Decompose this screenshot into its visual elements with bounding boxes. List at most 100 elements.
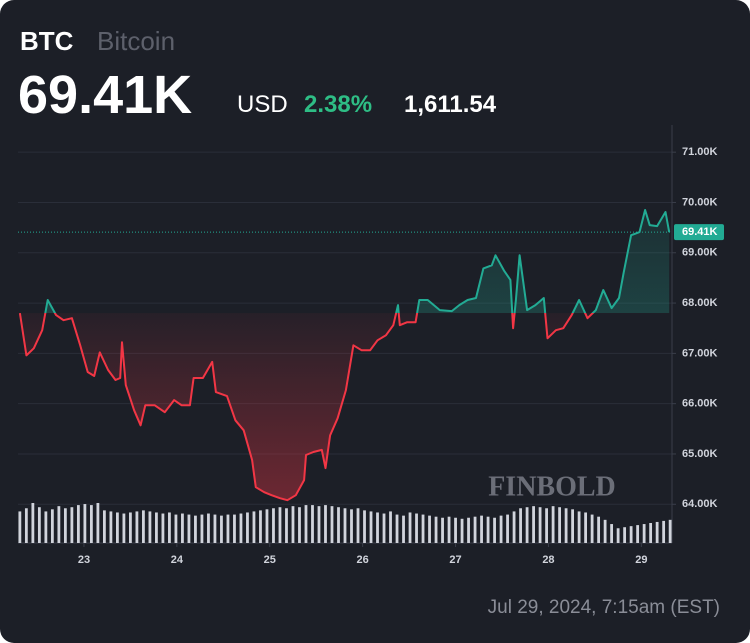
volume-bar — [83, 504, 87, 543]
volume-bar — [434, 516, 438, 543]
volume-bar — [343, 508, 347, 543]
volume-bar — [519, 508, 522, 543]
volume-bar — [389, 511, 392, 543]
volume-bar — [63, 508, 67, 543]
volume-bar — [181, 513, 184, 543]
volume-bar — [337, 507, 340, 543]
x-tick-label: 25 — [264, 554, 276, 566]
volume-bar — [668, 519, 672, 543]
change: 1,611.54 — [404, 91, 497, 118]
volume-bar — [473, 516, 477, 543]
x-tick-label: 27 — [449, 554, 461, 566]
volume-bar — [200, 514, 204, 543]
x-tick-label: 28 — [542, 554, 554, 566]
volume-bar — [272, 508, 275, 543]
volume-bar — [317, 506, 321, 543]
asset-name: Bitcoin — [97, 26, 176, 56]
volume-bar — [441, 517, 444, 543]
volume-bar — [538, 507, 542, 543]
y-tick-label: 68.00K — [682, 297, 718, 309]
volume-bar — [76, 505, 80, 543]
volume-bar — [603, 519, 607, 543]
volume-bar — [597, 516, 601, 543]
volume-bar — [57, 506, 61, 543]
volume-bar — [246, 512, 249, 543]
volume-bar — [304, 505, 308, 543]
volume-bar — [44, 511, 48, 543]
symbol: BTC — [20, 26, 74, 56]
volume-bar — [382, 513, 386, 543]
volume-bar — [636, 525, 640, 543]
volume-bar — [96, 503, 100, 543]
volume-bar — [486, 516, 490, 543]
y-tick-label: 69.00K — [682, 247, 718, 259]
volume-bar — [590, 514, 594, 543]
last-price-label: 69.41K — [682, 226, 718, 238]
y-tick-label: 71.00K — [682, 146, 718, 158]
timestamp: Jul 29, 2024, 7:15am (EST) — [487, 597, 720, 618]
volume-bar — [142, 510, 145, 543]
volume-bar — [584, 512, 588, 543]
volume-bar — [493, 517, 496, 543]
volume-bar — [122, 513, 126, 543]
volume-bar — [174, 514, 178, 543]
volume-bar — [135, 511, 139, 543]
volume-bar — [102, 510, 106, 543]
volume-bar — [31, 503, 35, 543]
volume-bar — [285, 508, 288, 543]
volume-bar — [168, 512, 171, 543]
y-tick-label: 64.00K — [682, 498, 718, 510]
volume-bar — [50, 509, 54, 543]
volume-bar — [649, 523, 653, 543]
volume-bar — [506, 514, 509, 543]
volume-bar — [213, 514, 217, 543]
volume-bar — [18, 511, 22, 543]
volume-bar — [610, 524, 614, 543]
volume-bar — [616, 528, 620, 543]
x-tick-label: 29 — [635, 554, 647, 566]
volume-bar — [252, 511, 256, 543]
volume-bar — [233, 514, 236, 543]
volume-bar — [187, 514, 191, 543]
volume-bar — [623, 527, 627, 543]
volume-bar — [499, 515, 503, 543]
volume-bar — [402, 515, 405, 543]
volume-bar — [220, 515, 223, 543]
volume-bar — [324, 505, 327, 543]
volume-bar — [655, 521, 659, 543]
area — [19, 210, 670, 501]
volume-bar — [447, 516, 451, 543]
volume-bar — [89, 505, 93, 543]
volume-bar — [278, 507, 282, 543]
volume-bar — [571, 509, 574, 543]
volume-bar — [421, 514, 425, 543]
volume-bar — [226, 514, 230, 543]
volume-bar — [415, 513, 418, 543]
volume-bar — [525, 507, 529, 543]
volume-bar — [155, 512, 158, 543]
currency: USD — [237, 91, 288, 118]
last-price-box — [674, 224, 724, 241]
volume-bar — [298, 507, 301, 543]
volume-bar — [662, 520, 666, 543]
volume-bar — [467, 517, 470, 543]
x-tick-label: 24 — [171, 554, 184, 566]
volume-bar — [428, 515, 431, 543]
volume-bar — [558, 507, 561, 543]
volume-bar — [70, 507, 74, 543]
change-percent: 2.38% — [304, 91, 373, 118]
volume-bar — [24, 508, 28, 543]
volume-bar — [129, 512, 132, 543]
volume-bar — [259, 510, 262, 543]
y-tick-label: 70.00K — [682, 196, 718, 208]
volume-bar — [148, 511, 152, 543]
volume-bar — [629, 526, 633, 543]
volume-bar — [395, 514, 399, 543]
volume-bar — [116, 512, 119, 543]
y-tick-label: 66.00K — [682, 398, 718, 410]
volume-bar — [454, 517, 457, 543]
volume-bar — [551, 506, 555, 543]
volume-bar — [291, 506, 295, 543]
volume-bar — [460, 518, 464, 543]
